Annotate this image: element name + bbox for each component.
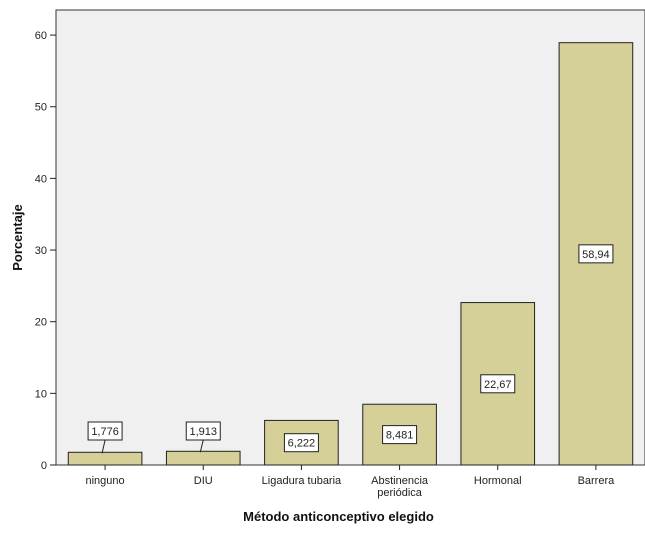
y-tick-label: 0 xyxy=(41,460,47,472)
data-label: 1,913 xyxy=(189,426,217,438)
data-label-leader xyxy=(199,439,204,453)
data-label: 8,481 xyxy=(386,430,414,442)
x-tick-label: Abstinencia periódica xyxy=(371,475,429,499)
data-label: 1,776 xyxy=(91,426,119,438)
bar xyxy=(165,450,241,466)
plot-area xyxy=(55,9,645,466)
data-label-box xyxy=(382,425,418,445)
x-axis: ninguno DIU Ligadura tubaria Abstinencia per… xyxy=(86,465,616,499)
y-tick-label: 20 xyxy=(35,317,47,329)
x-tick-label: Barrera xyxy=(578,475,616,487)
data-label-box xyxy=(185,421,221,441)
x-tick-label: Ligadura tubaria xyxy=(262,475,342,487)
data-label-box xyxy=(87,421,123,441)
data-label: 22,67 xyxy=(484,379,512,391)
x-axis-title: Método anticonceptivo elegido xyxy=(243,509,434,524)
y-tick-label: 60 xyxy=(35,30,47,42)
data-label: 58,94 xyxy=(582,249,610,261)
bar xyxy=(67,451,143,466)
y-axis: 0 10 20 30 40 50 60 xyxy=(35,30,56,472)
y-tick-label: 10 xyxy=(35,388,47,400)
y-tick-label: 30 xyxy=(35,245,47,257)
data-label-box xyxy=(578,244,614,264)
y-tick-label: 40 xyxy=(35,173,47,185)
data-label-box xyxy=(480,374,516,394)
data-label-box xyxy=(283,433,319,453)
x-tick-label: Hormonal xyxy=(474,475,522,487)
bars: 1,776 1,913 6,222 8,481 22,67 58,94 xyxy=(67,42,634,466)
data-label-leader xyxy=(101,439,106,454)
y-axis-title: Porcentaje xyxy=(10,204,25,270)
x-tick-label: DIU xyxy=(194,475,213,487)
x-tick-label: ninguno xyxy=(86,475,125,487)
data-label: 6,222 xyxy=(288,438,316,450)
y-tick-label: 50 xyxy=(35,102,47,114)
